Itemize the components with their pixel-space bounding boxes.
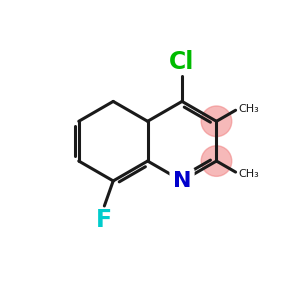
Text: N: N [173,171,191,191]
Text: F: F [96,208,112,232]
Text: CH₃: CH₃ [238,104,259,114]
Text: Cl: Cl [169,50,195,74]
Circle shape [201,106,232,136]
Circle shape [201,146,232,176]
Text: CH₃: CH₃ [238,169,259,178]
